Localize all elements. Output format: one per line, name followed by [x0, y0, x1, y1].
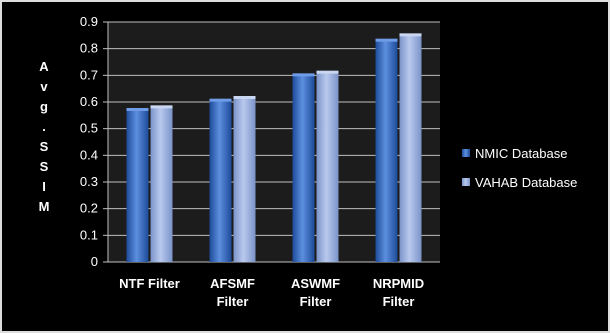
x-tick-label-line: Filter [383, 294, 415, 309]
y-axis-label-char: v [40, 79, 48, 94]
x-tick-label-line: NRPMID [373, 276, 424, 291]
x-tick-label-line: AFSMF [210, 276, 255, 291]
y-axis-label-char: A [39, 59, 49, 74]
y-axis-label-char: S [40, 159, 49, 174]
bar [375, 40, 398, 262]
bar-top [375, 38, 398, 42]
bar [233, 98, 256, 262]
bar [209, 100, 232, 263]
x-tick-label-line: Filter [300, 294, 332, 309]
legend-label: VAHAB Database [475, 175, 577, 190]
y-tick-label: 0.6 [80, 94, 98, 109]
y-tick-label: 0.7 [80, 67, 98, 82]
bar-top [316, 70, 339, 74]
y-axis-label-char: . [42, 119, 46, 134]
y-axis-label-char: I [42, 179, 46, 194]
y-tick-label: 0 [91, 254, 98, 269]
x-tick-label-line: ASWMF [291, 276, 340, 291]
y-tick-label: 0.2 [80, 201, 98, 216]
bar-top [209, 98, 232, 102]
y-tick-label: 0.5 [80, 121, 98, 136]
bar [126, 110, 149, 262]
bar [316, 72, 339, 263]
legend-label: NMIC Database [475, 146, 567, 161]
x-tick-label: AFSMF Filter [210, 276, 255, 309]
bar-top [126, 108, 149, 111]
y-tick-label: 0.8 [80, 41, 98, 56]
x-tick-label: NTF Filter [119, 276, 180, 291]
y-tick-label: 0.9 [80, 14, 98, 29]
bar-top [233, 96, 256, 99]
bar-top [399, 33, 422, 37]
y-tick-label: 0.4 [80, 147, 98, 162]
legend-swatch [462, 149, 470, 157]
x-tick-label: ASWMF Filter [291, 276, 340, 309]
bar [292, 75, 315, 262]
bar [150, 107, 173, 262]
bar-top [292, 73, 315, 77]
bar [399, 35, 422, 263]
y-tick-label: 0.3 [80, 174, 98, 189]
bar-top [150, 105, 173, 109]
x-tick-label-line: NTF Filter [119, 276, 180, 291]
y-tick-label: 0.1 [80, 227, 98, 242]
legend-swatch [462, 178, 470, 186]
x-tick-label-line: Filter [217, 294, 249, 309]
y-axis-label-char: M [39, 199, 50, 214]
y-axis-label-char: g [40, 99, 48, 114]
x-tick-label: NRPMID Filter [373, 276, 424, 309]
y-axis-label-char: S [40, 139, 49, 154]
